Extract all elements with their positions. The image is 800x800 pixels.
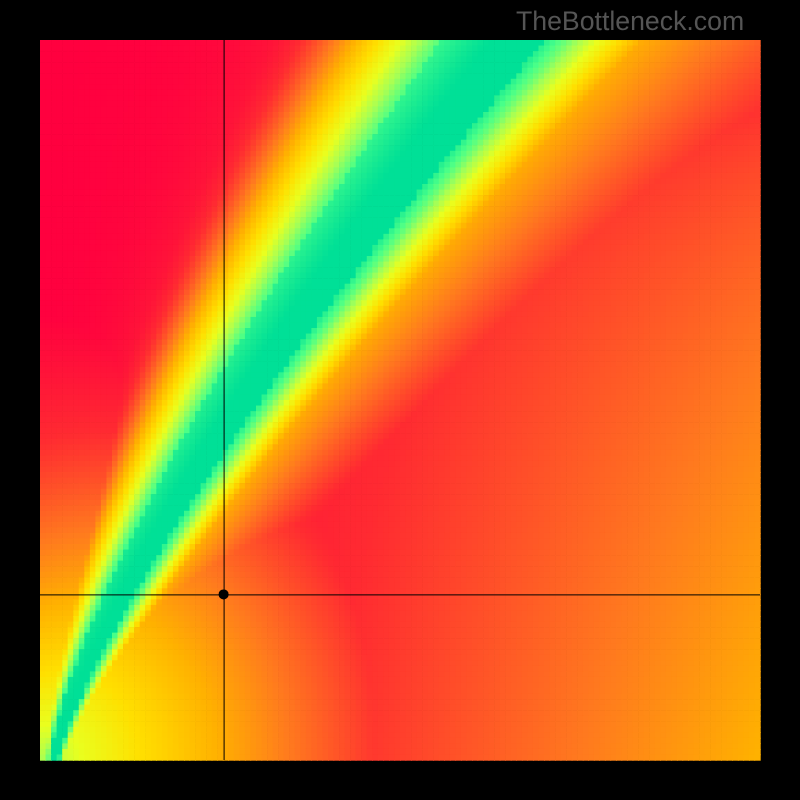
bottleneck-heatmap <box>0 0 800 800</box>
watermark-text: TheBottleneck.com <box>516 6 744 37</box>
figure-container: TheBottleneck.com <box>0 0 800 800</box>
